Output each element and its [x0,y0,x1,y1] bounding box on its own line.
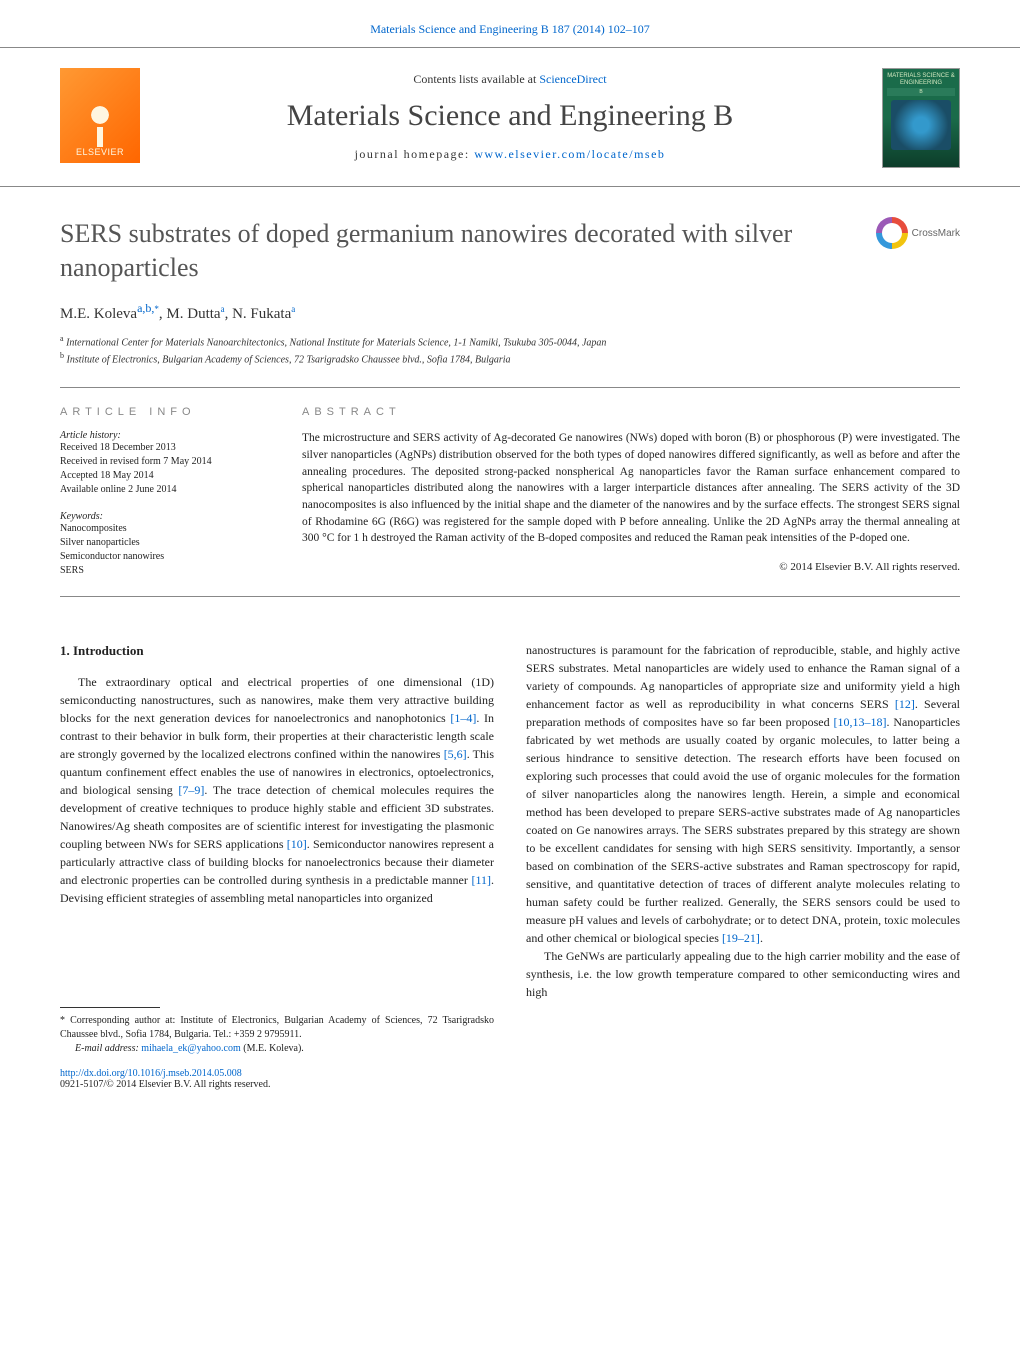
citation-link[interactable]: Materials Science and Engineering B 187 … [370,22,650,36]
elsevier-tree-icon [75,92,125,147]
body-paragraph: The GeNWs are particularly appealing due… [526,947,960,1001]
abstract: abstract The microstructure and SERS act… [302,406,960,578]
history-received: Received 18 December 2013 [60,441,270,455]
article-info: article info Article history: Received 1… [60,406,270,578]
footnote-rule [60,1007,160,1008]
journal-cover-thumb: MATERIALS SCIENCE & ENGINEERING B [882,68,960,168]
article-title: SERS substrates of doped germanium nanow… [60,217,876,285]
doi-link[interactable]: http://dx.doi.org/10.1016/j.mseb.2014.05… [60,1068,242,1079]
body-paragraph: nanostructures is paramount for the fabr… [526,641,960,947]
contents-available: Contents lists available at ScienceDirec… [287,72,734,87]
email-link[interactable]: mihaela_ek@yahoo.com [141,1043,240,1054]
citation-link[interactable]: [10] [287,837,307,851]
citation-link[interactable]: [11] [471,873,491,887]
journal-name: Materials Science and Engineering B [287,99,734,133]
journal-homepage: journal homepage: www.elsevier.com/locat… [287,147,734,162]
citation-link[interactable]: [5,6] [444,747,467,761]
elsevier-logo: ELSEVIER [60,68,140,163]
crossmark-badge[interactable]: CrossMark [876,217,960,249]
author-list: M.E. Kolevaa,b,*, M. Duttaa, N. Fukataa [60,301,960,323]
citation-link[interactable]: [10,13–18] [833,715,886,729]
homepage-link[interactable]: www.elsevier.com/locate/mseb [474,147,665,161]
affiliations: a International Center for Materials Nan… [60,333,960,368]
publisher-name: ELSEVIER [76,147,124,157]
abstract-text: The microstructure and SERS activity of … [302,430,960,547]
abstract-heading: abstract [302,406,960,418]
article-info-heading: article info [60,406,270,418]
body-paragraph: The extraordinary optical and electrical… [60,673,494,907]
citation-link[interactable]: [12] [895,697,915,711]
keywords: Nanocomposites Silver nanoparticles Semi… [60,522,270,578]
history-accepted: Accepted 18 May 2014 [60,469,270,483]
page-footer: http://dx.doi.org/10.1016/j.mseb.2014.05… [0,1056,1020,1114]
citation-header: Materials Science and Engineering B 187 … [0,0,1020,47]
history-revised: Received in revised form 7 May 2014 [60,455,270,469]
corresponding-author: * Corresponding author at: Institute of … [60,1014,494,1042]
journal-banner: ELSEVIER Contents lists available at Sci… [0,47,1020,187]
article-body: 1. Introduction The extraordinary optica… [60,641,960,1056]
citation-link[interactable]: [1–4] [450,711,476,725]
citation-link[interactable]: [19–21] [722,931,760,945]
sciencedirect-link[interactable]: ScienceDirect [539,72,606,86]
crossmark-icon [876,217,908,249]
citation-link[interactable]: [7–9] [178,783,204,797]
section-heading: 1. Introduction [60,641,494,661]
cover-image-icon [891,100,951,150]
history-online: Available online 2 June 2014 [60,483,270,497]
footnotes: * Corresponding author at: Institute of … [60,1014,494,1056]
abstract-copyright: © 2014 Elsevier B.V. All rights reserved… [302,561,960,573]
issn-copyright: 0921-5107/© 2014 Elsevier B.V. All right… [60,1079,960,1090]
